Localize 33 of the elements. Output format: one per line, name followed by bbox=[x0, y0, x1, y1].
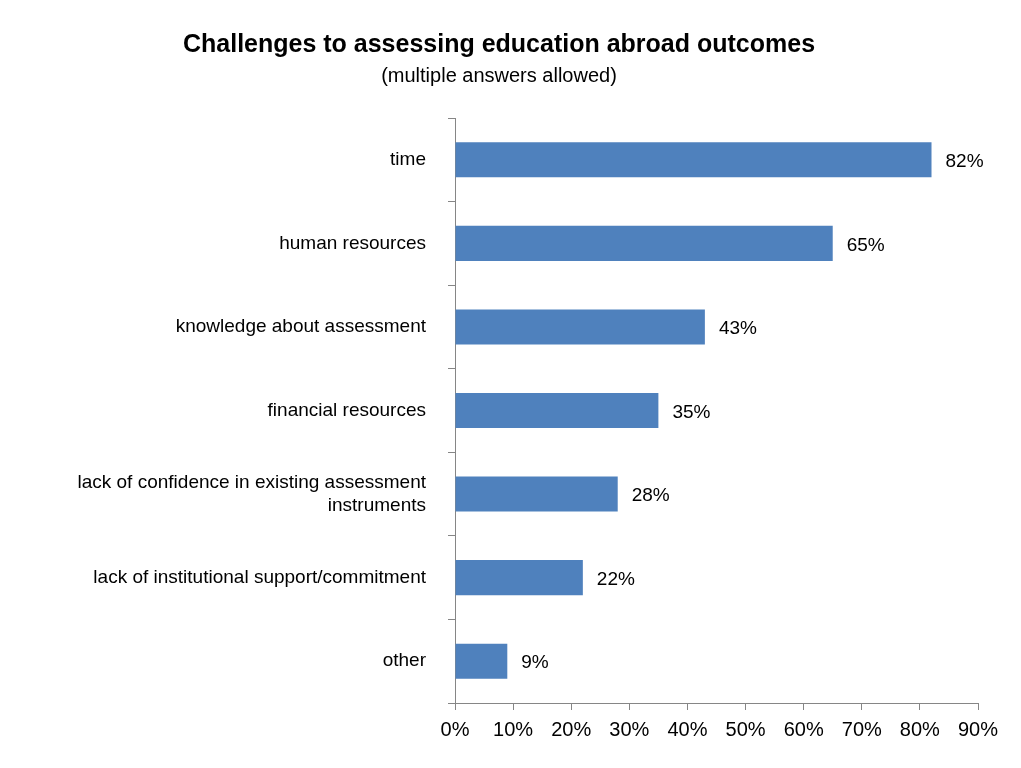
data-label: 65% bbox=[846, 233, 885, 255]
bar bbox=[455, 392, 659, 429]
bar bbox=[455, 309, 705, 345]
chart-subtitle: (multiple answers allowed) bbox=[381, 63, 617, 86]
data-label: 82% bbox=[945, 150, 984, 172]
bar bbox=[455, 142, 932, 178]
y-tick-label: lack of institutional support/commitment bbox=[93, 565, 427, 587]
bar bbox=[455, 643, 508, 679]
x-tick-label: 50% bbox=[725, 717, 766, 740]
x-tick-label: 40% bbox=[667, 717, 708, 740]
x-tick-label: 90% bbox=[957, 717, 999, 740]
x-tick-label: 20% bbox=[551, 717, 592, 740]
y-tick-label: other bbox=[382, 649, 427, 671]
x-tick-label: 80% bbox=[899, 717, 941, 740]
x-tick-label: 60% bbox=[783, 717, 824, 740]
y-tick-label: human resources bbox=[279, 231, 426, 253]
x-tick-label: 10% bbox=[493, 717, 534, 740]
y-tick-label: financial resources bbox=[267, 398, 426, 420]
x-tick-label: 30% bbox=[609, 717, 650, 740]
data-label: 22% bbox=[596, 567, 635, 589]
y-tick-label: lack of confidence in existing assessment instruments bbox=[77, 470, 427, 515]
chart-title: Challenges to assessing education abroad outcomes bbox=[182, 28, 816, 57]
x-tick-label: 0% bbox=[440, 717, 470, 740]
bar bbox=[455, 225, 833, 261]
data-label: 28% bbox=[631, 484, 670, 506]
data-label: 35% bbox=[672, 400, 711, 422]
bar bbox=[455, 476, 618, 512]
x-tick-label: 70% bbox=[841, 717, 883, 740]
y-tick-label: knowledge about assessment bbox=[175, 315, 427, 337]
data-label: 43% bbox=[718, 317, 758, 339]
data-label: 9% bbox=[521, 651, 549, 673]
y-tick-label: time bbox=[390, 148, 426, 170]
bar bbox=[455, 560, 583, 596]
